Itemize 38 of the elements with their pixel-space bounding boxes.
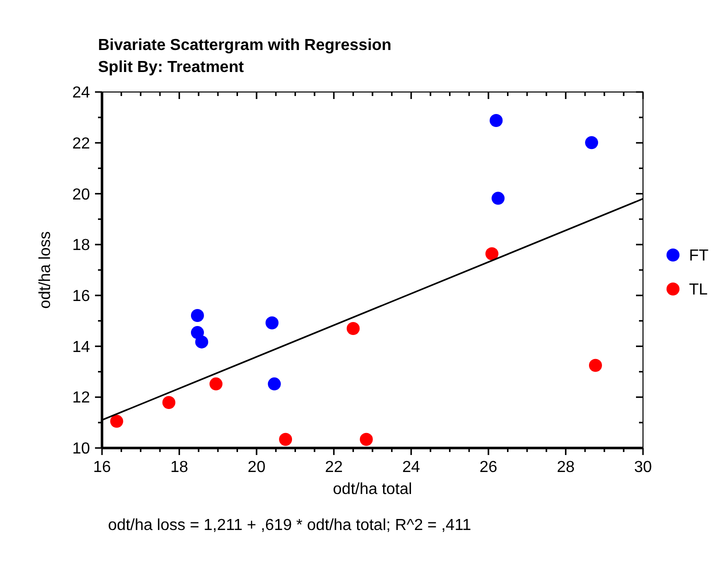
x-axis-title: odt/ha total (332, 481, 412, 498)
legend-label: FT (689, 248, 709, 265)
point (195, 335, 208, 348)
point (346, 322, 360, 335)
y-tick-label: 24 (72, 84, 90, 102)
y-tick-label: 22 (72, 135, 90, 152)
y-tick-label: 18 (72, 237, 90, 254)
point (585, 136, 598, 150)
y-tick-label: 10 (72, 440, 90, 458)
text: odt/ha loss = 1,211 + ,619 * odt/ha total; R^2 = ,411 (108, 517, 472, 534)
point (588, 358, 602, 372)
point (485, 247, 498, 260)
legend-label: TL (689, 282, 708, 299)
chart-subtitle: Split By: Treatment (98, 59, 244, 76)
chart-title: Bivariate Scattergram with Regression (98, 37, 392, 54)
x-tick-label: 30 (634, 459, 652, 476)
point (190, 309, 204, 322)
point (279, 432, 292, 446)
y-tick-label: 16 (72, 288, 90, 306)
x-tick-label: 18 (170, 459, 188, 476)
x-tick-label: 26 (480, 459, 498, 476)
y-tick-label: 12 (72, 390, 90, 407)
point (490, 114, 503, 127)
y-axis-title: odt/ha loss (37, 231, 54, 309)
point (209, 377, 222, 390)
point (162, 396, 176, 409)
x-tick-label: 16 (93, 459, 111, 476)
x-tick-label: 28 (556, 459, 575, 476)
x-tick-label: 20 (248, 459, 266, 476)
point (268, 377, 281, 390)
y-tick-label: 14 (72, 338, 90, 356)
y-tick-label: 20 (72, 186, 90, 204)
point (110, 414, 124, 428)
point (360, 432, 373, 446)
x-tick-label: 22 (324, 459, 343, 476)
point (266, 316, 279, 330)
point (492, 192, 505, 205)
x-tick-label: 24 (402, 459, 420, 476)
